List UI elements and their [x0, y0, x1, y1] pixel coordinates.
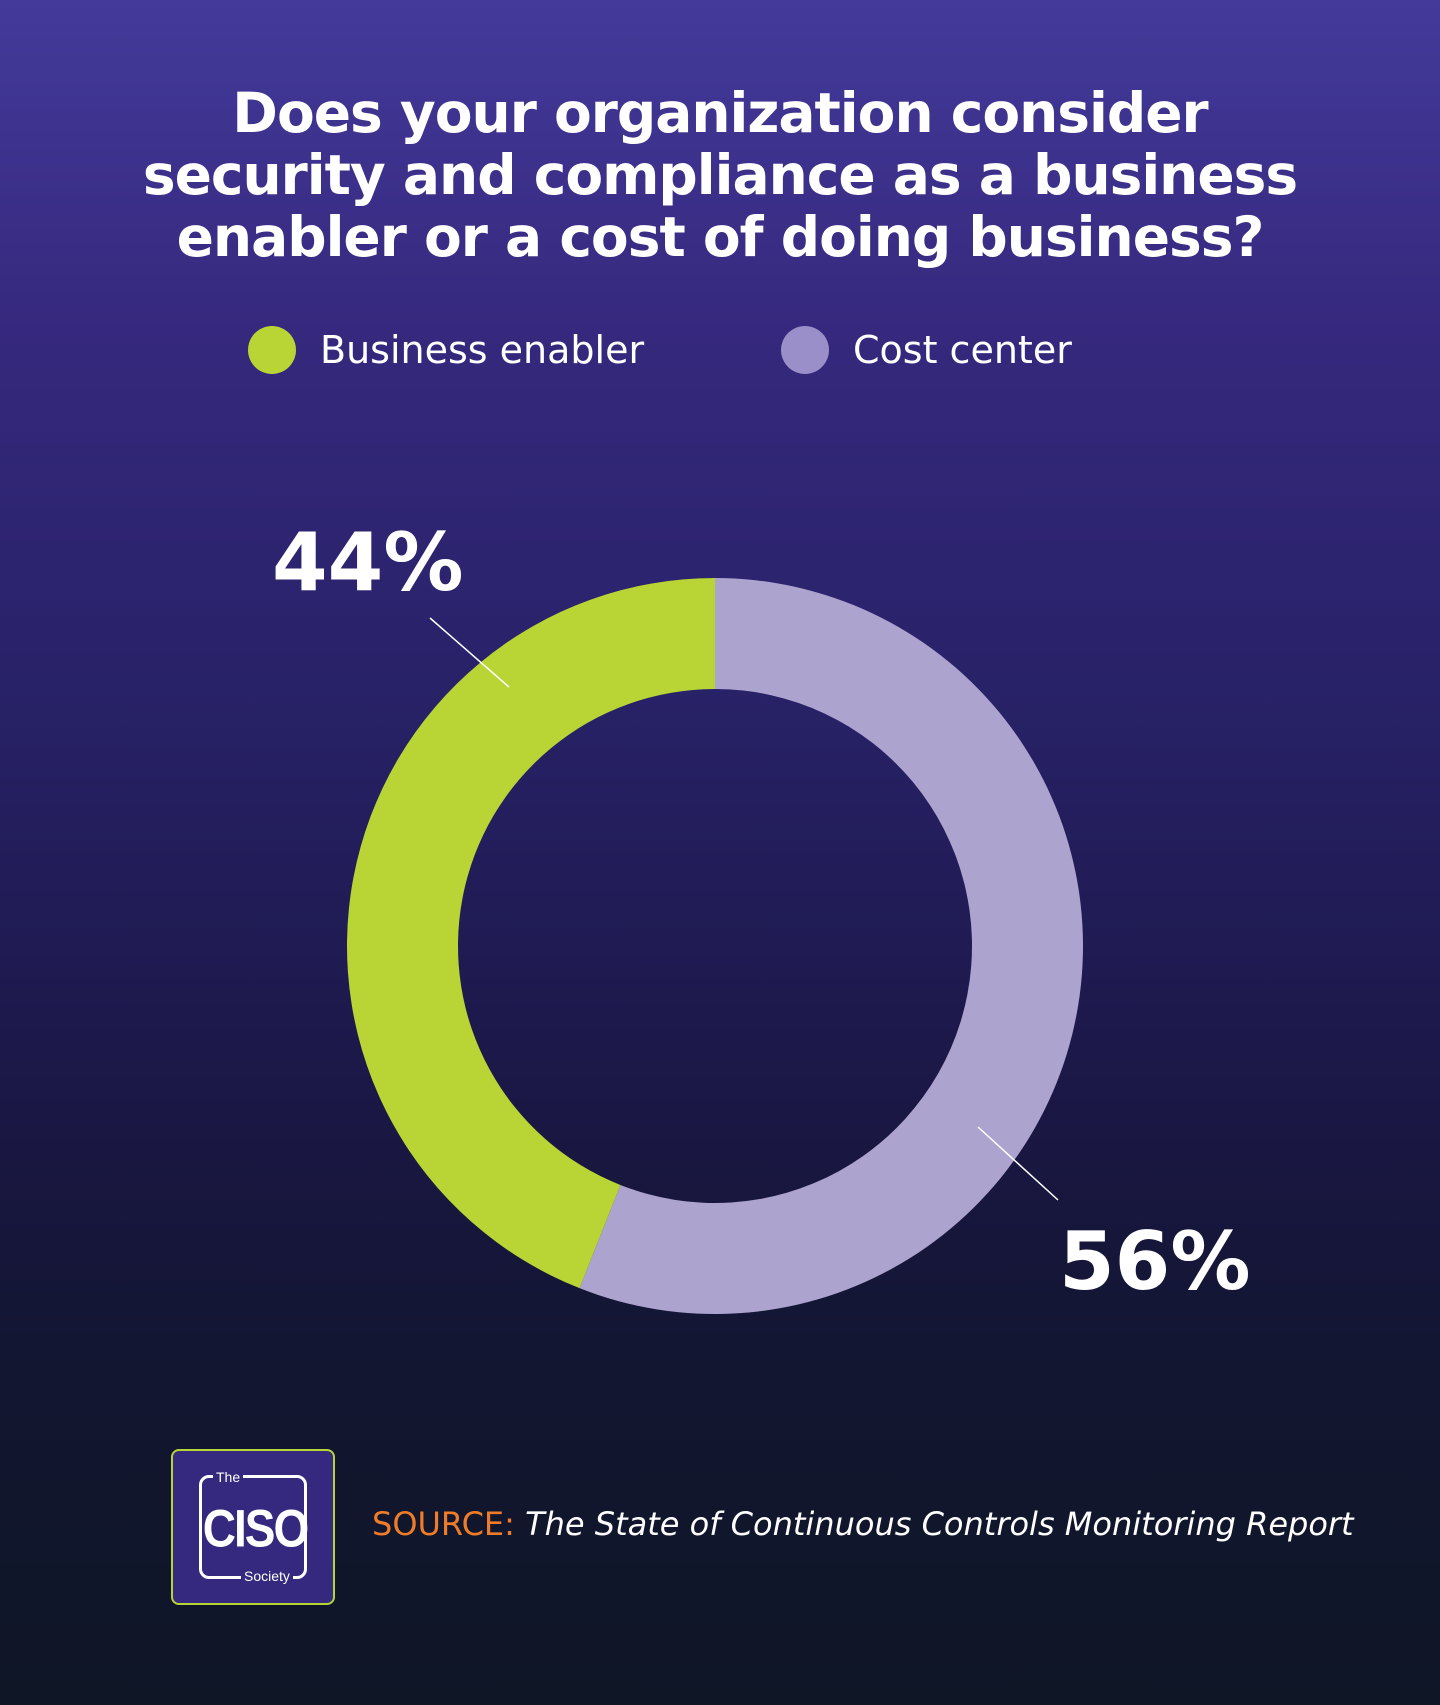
source-prefix: SOURCE: — [372, 1505, 515, 1543]
source-citation: SOURCE: The State of Continuous Controls… — [372, 1505, 1354, 1543]
legend-label-business-enabler: Business enabler — [320, 328, 645, 372]
data-label-business-enabler: 44% — [272, 516, 463, 609]
chart-title: Does your organization consider security… — [40, 82, 1400, 268]
logo-text-ciso: CISO — [202, 1498, 309, 1558]
legend-label-cost-center: Cost center — [853, 328, 1072, 372]
data-label-cost-center: 56% — [1059, 1215, 1250, 1308]
chart-legend: Business enabler Cost center — [0, 322, 1440, 378]
logo-text-the: The — [213, 1469, 244, 1485]
legend-item-cost-center: Cost center — [781, 322, 1072, 378]
legend-item-business-enabler: Business enabler — [248, 322, 644, 378]
legend-swatch-business-enabler — [248, 326, 296, 374]
chart-title-line-2: security and compliance as a business — [142, 143, 1298, 207]
legend-swatch-cost-center — [781, 326, 829, 374]
chart-title-line-1: Does your organization consider — [232, 81, 1208, 145]
leader-line-business-enabler — [429, 617, 510, 688]
source-report-title: The State of Continuous Controls Monitor… — [525, 1505, 1354, 1543]
ciso-society-logo: The CISO Society — [171, 1449, 335, 1605]
donut-slice-business-enabler — [346, 578, 715, 1289]
leader-line-cost-center — [977, 1126, 1059, 1201]
logo-text-society: Society — [241, 1568, 293, 1584]
donut-slice-cost-center — [579, 578, 1083, 1314]
chart-title-line-3: enabler or a cost of doing business? — [176, 205, 1265, 269]
